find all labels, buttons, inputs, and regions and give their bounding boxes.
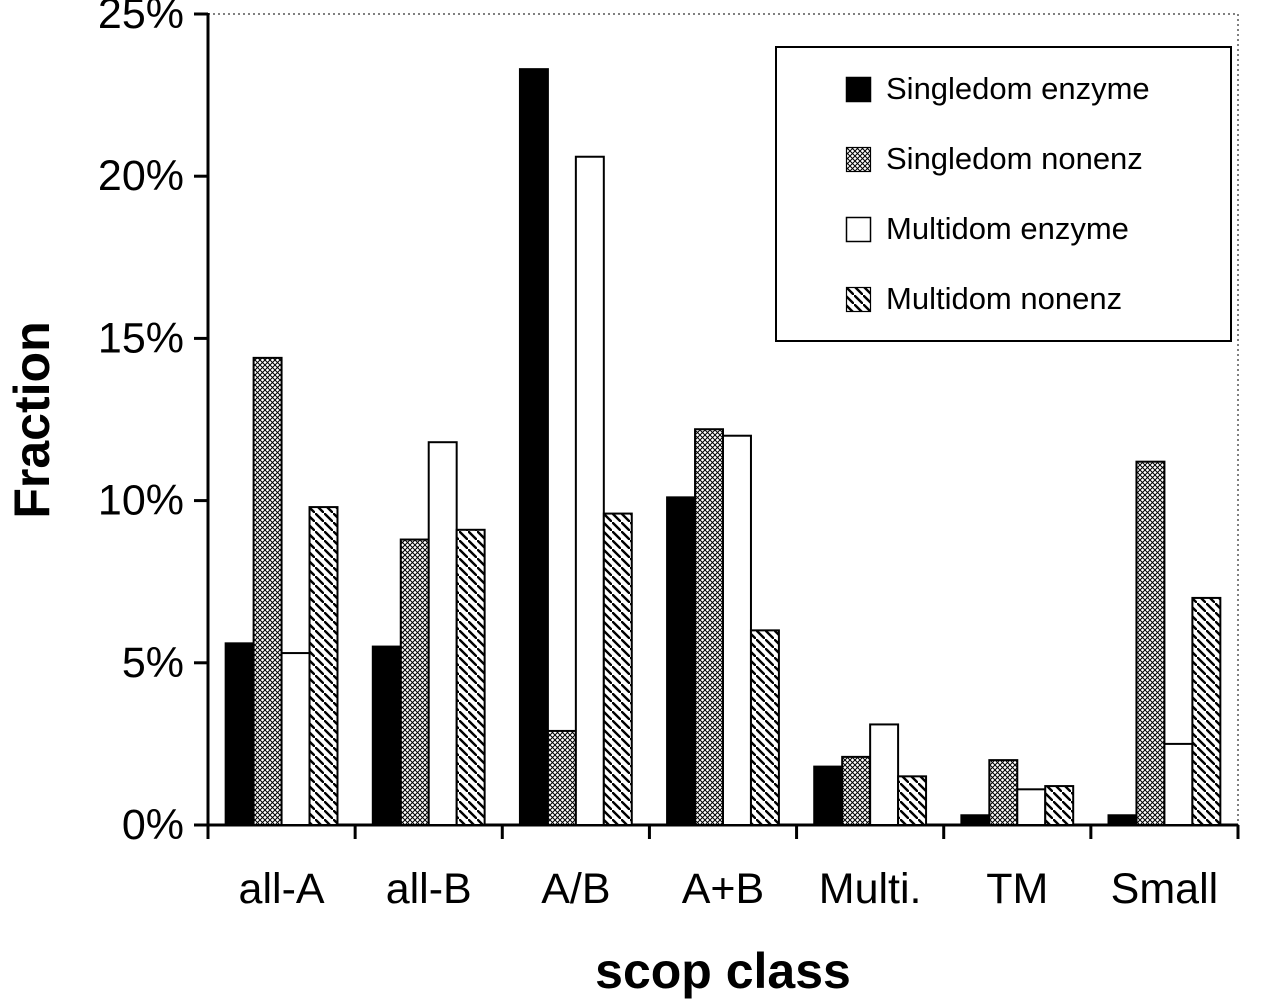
legend-entry: Multidom nonenz [845,281,1230,317]
bar [399,538,430,826]
bar [574,155,605,826]
bar [897,775,928,827]
legend-swatch-multidom-nonenz-icon [845,286,872,312]
y-tick-label: 10% [98,477,184,525]
bar [960,814,991,827]
y-tick-label: 15% [98,314,184,362]
bar [1107,814,1138,827]
bar [1044,785,1075,827]
bar [813,765,844,826]
y-tick-label: 5% [122,639,184,687]
bar [371,645,402,827]
bar [749,629,780,826]
bar [841,755,872,826]
x-category-label: all-B [386,865,472,913]
legend-entry: Multidom enzyme [845,211,1230,247]
legend-label: Singledom nonenz [886,141,1143,176]
y-tick-label: 0% [122,801,184,849]
legend-entry: Singledom enzyme [845,71,1230,107]
legend-label: Multidom enzyme [886,211,1129,246]
bar [546,729,577,827]
bar [1163,742,1194,827]
x-category-label: Small [1111,865,1219,913]
x-category-label: TM [986,865,1048,913]
y-axis-title: Fraction [4,321,60,519]
bar [308,506,339,826]
bar [869,723,900,826]
legend-swatch-multidom-enzyme-icon [845,216,872,242]
x-category-label: all-A [239,865,325,913]
y-tick-label: 25% [98,0,184,38]
bar [722,434,752,826]
legend-swatch-singledom-nonenz-icon [845,146,872,172]
bar [518,68,549,826]
bar [1016,788,1047,826]
bar [280,652,311,826]
legend-entry: Singledom nonenz [845,141,1230,177]
bar [427,441,458,826]
x-category-label: A/B [541,865,610,913]
legend-label: Multidom nonenz [886,281,1123,316]
bar [224,642,255,826]
bar [988,759,1019,826]
x-category-label: A+B [682,865,764,913]
legend: Singledom enzyme Singledom nonenz Multid… [775,46,1232,342]
bar [252,356,283,826]
x-axis-title: scop class [595,943,851,999]
x-category-label: Multi. [819,865,922,913]
bar [694,428,724,826]
bar [1135,460,1166,826]
bar [666,496,697,826]
bar [602,512,633,826]
legend-swatch-singledom-enzyme-icon [845,76,872,102]
bar [1191,596,1222,826]
y-tick-label: 20% [98,152,184,200]
bar [455,528,486,827]
legend-label: Singledom enzyme [886,71,1150,106]
